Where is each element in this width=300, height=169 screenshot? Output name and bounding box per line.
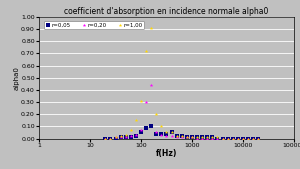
r=1,00 [220, 137, 225, 140]
r=0,05 [210, 136, 215, 139]
r=0,05 [236, 137, 241, 140]
r=0,05 [225, 137, 230, 140]
r=0,05 [134, 135, 139, 138]
r=0,20 [245, 137, 250, 140]
Y-axis label: alpha0: alpha0 [14, 66, 20, 90]
r=0,05 [143, 126, 148, 129]
r=0,20 [159, 134, 164, 136]
r=0,05 [220, 137, 225, 140]
r=1,00 [123, 134, 128, 136]
r=1,00 [143, 50, 148, 52]
r=0,20 [143, 101, 148, 103]
r=1,00 [118, 135, 123, 138]
r=0,05 [139, 131, 143, 134]
r=0,20 [139, 129, 143, 131]
r=0,05 [190, 136, 194, 139]
r=0,05 [185, 136, 190, 139]
r=0,20 [185, 136, 190, 139]
r=0,20 [194, 137, 199, 140]
r=1,00 [134, 119, 139, 122]
r=0,05 [128, 136, 133, 139]
r=0,05 [174, 135, 179, 138]
r=1,00 [154, 113, 159, 116]
r=0,05 [108, 137, 113, 140]
r=0,05 [159, 132, 164, 135]
Title: coefficient d'absorption en incidence normale alpha0: coefficient d'absorption en incidence no… [64, 7, 269, 16]
r=0,20 [103, 137, 108, 140]
r=0,20 [241, 137, 245, 140]
r=0,20 [123, 136, 128, 139]
r=0,20 [236, 137, 241, 140]
r=1,00 [241, 137, 245, 140]
r=1,00 [169, 131, 174, 134]
r=0,20 [205, 137, 210, 140]
r=0,20 [225, 137, 230, 140]
r=1,00 [210, 136, 215, 139]
r=1,00 [190, 136, 194, 139]
r=0,20 [118, 136, 123, 139]
r=0,20 [113, 136, 118, 139]
r=0,20 [220, 137, 225, 140]
r=1,00 [174, 135, 179, 138]
r=0,05 [215, 137, 220, 140]
r=0,05 [179, 135, 184, 138]
r=0,05 [123, 136, 128, 139]
r=0,20 [215, 137, 220, 140]
r=1,00 [205, 136, 210, 139]
r=1,00 [149, 27, 154, 29]
r=0,20 [256, 137, 261, 140]
r=1,00 [245, 137, 250, 140]
r=0,20 [174, 136, 179, 139]
r=1,00 [225, 137, 230, 140]
r=0,20 [210, 137, 215, 140]
r=0,05 [169, 131, 174, 134]
r=1,00 [128, 129, 133, 131]
r=0,05 [251, 137, 256, 140]
r=0,20 [169, 135, 174, 138]
r=0,05 [256, 137, 261, 140]
r=0,20 [251, 137, 256, 140]
r=1,00 [113, 136, 118, 139]
r=0,20 [190, 136, 194, 139]
r=1,00 [159, 125, 164, 128]
r=0,20 [230, 137, 235, 140]
r=1,00 [179, 135, 184, 138]
r=0,05 [164, 132, 169, 135]
Legend: r=0,05, r=0,20, r=1,00: r=0,05, r=0,20, r=1,00 [44, 21, 144, 29]
r=1,00 [139, 100, 143, 102]
r=0,05 [149, 125, 154, 128]
r=0,20 [134, 134, 139, 136]
X-axis label: f(Hz): f(Hz) [156, 149, 177, 158]
r=0,05 [194, 136, 199, 139]
r=1,00 [103, 137, 108, 140]
r=0,05 [230, 137, 235, 140]
r=0,20 [149, 84, 154, 86]
r=0,05 [205, 136, 210, 139]
r=0,20 [108, 137, 113, 140]
r=1,00 [251, 137, 256, 140]
r=1,00 [108, 137, 113, 140]
r=1,00 [200, 136, 205, 139]
r=1,00 [256, 137, 261, 140]
r=0,20 [154, 131, 159, 134]
r=0,05 [241, 137, 245, 140]
r=0,05 [245, 137, 250, 140]
r=0,20 [200, 137, 205, 140]
r=0,05 [154, 132, 159, 135]
r=0,20 [164, 135, 169, 138]
r=1,00 [194, 136, 199, 139]
r=0,05 [103, 137, 108, 140]
r=0,20 [128, 135, 133, 138]
r=0,05 [113, 137, 118, 140]
r=1,00 [236, 137, 241, 140]
r=0,05 [200, 136, 205, 139]
r=1,00 [230, 137, 235, 140]
r=0,05 [118, 136, 123, 139]
r=1,00 [164, 131, 169, 134]
r=0,20 [179, 136, 184, 139]
r=1,00 [215, 136, 220, 139]
r=1,00 [185, 136, 190, 139]
